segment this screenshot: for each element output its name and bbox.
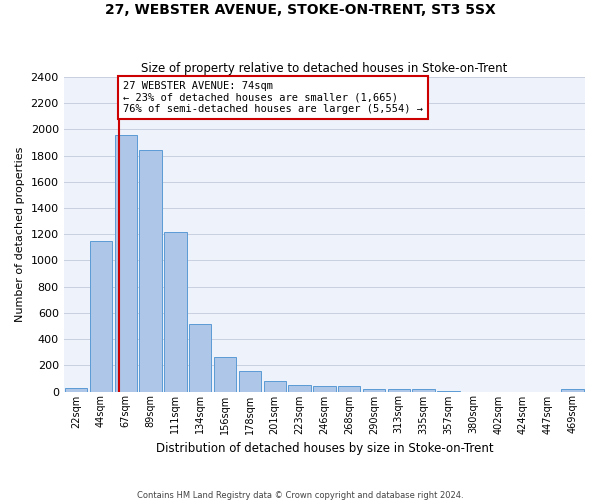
Bar (189, 324, 211, 392)
X-axis label: Distribution of detached houses by size in Stoke-on-Trent: Distribution of detached houses by size … (155, 442, 493, 455)
Bar (338, 386, 361, 392)
Bar (388, 389, 410, 392)
Bar (65, 388, 87, 392)
Text: 27, WEBSTER AVENUE, STOKE-ON-TRENT, ST3 5SX: 27, WEBSTER AVENUE, STOKE-ON-TRENT, ST3 … (104, 2, 496, 16)
Bar (313, 386, 335, 392)
Text: 27 WEBSTER AVENUE: 74sqm
← 23% of detached houses are smaller (1,665)
76% of sem: 27 WEBSTER AVENUE: 74sqm ← 23% of detach… (123, 81, 423, 114)
Bar (90, 241, 112, 392)
Bar (437, 391, 460, 392)
Bar (139, 150, 162, 392)
Bar (562, 389, 584, 392)
Bar (289, 385, 311, 392)
Bar (164, 232, 187, 392)
Bar (263, 381, 286, 392)
Text: Contains HM Land Registry data © Crown copyright and database right 2024.: Contains HM Land Registry data © Crown c… (137, 490, 463, 500)
Bar (363, 389, 385, 392)
Bar (239, 371, 261, 392)
Y-axis label: Number of detached properties: Number of detached properties (15, 146, 25, 322)
Bar (115, 134, 137, 392)
Title: Size of property relative to detached houses in Stoke-on-Trent: Size of property relative to detached ho… (141, 62, 508, 74)
Bar (412, 389, 435, 392)
Bar (214, 357, 236, 392)
